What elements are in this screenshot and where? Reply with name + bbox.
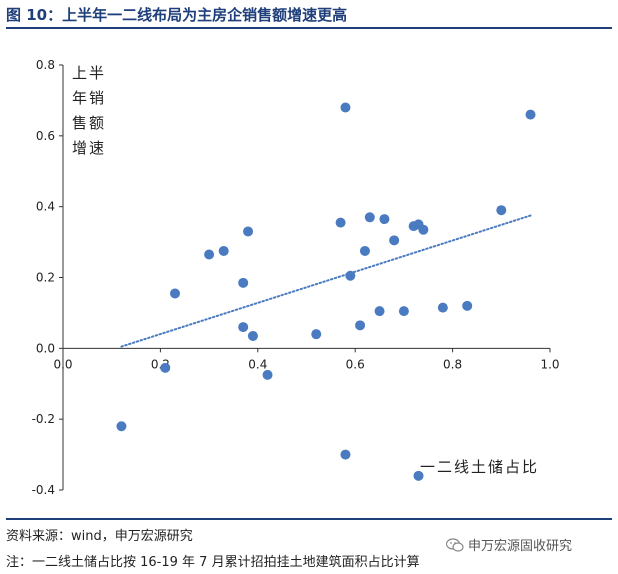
scatter-point <box>398 306 409 317</box>
x-tick-label: 0.8 <box>443 357 462 371</box>
x-tick-label: 0.4 <box>248 357 267 371</box>
axes <box>59 64 551 491</box>
scatter-point <box>238 322 249 333</box>
watermark-text: 申万宏源固收研究 <box>468 539 573 554</box>
y-axis-label-line: 上半 <box>72 64 106 82</box>
scatter-point <box>496 205 507 216</box>
x-tick-label: 1.0 <box>540 357 559 371</box>
x-tick-label: 0.0 <box>53 357 72 371</box>
scatter-point <box>218 245 229 256</box>
source-note: 资料来源：wind，申万宏源研究 <box>6 529 193 544</box>
scatter-point <box>413 470 424 481</box>
y-tick-label: 0.6 <box>36 129 55 143</box>
chart-title: 图 10：上半年一二线布局为主房企销售额增速更高 <box>6 6 348 24</box>
scatter-point <box>170 288 181 299</box>
y-tick-label: 0.0 <box>36 341 55 355</box>
scatter-point <box>335 217 346 228</box>
y-tick-label: -0.4 <box>32 483 55 497</box>
scatter-point <box>340 102 351 113</box>
y-tick-label: 0.8 <box>36 58 55 72</box>
scatter-point <box>374 306 385 317</box>
scatter-point <box>364 212 375 223</box>
scatter-point <box>243 226 254 237</box>
scatter-point <box>437 302 448 313</box>
scatter-point <box>160 362 171 373</box>
footer-divider <box>6 518 612 520</box>
tick-labels: -0.4-0.20.00.20.40.60.80.0 0.2 0.4 0.6 0.8 1.… <box>32 58 560 497</box>
scatter-point <box>345 270 356 281</box>
y-axis-label-line: 年销 <box>72 89 106 107</box>
x-tick-label: 0.6 <box>346 357 365 371</box>
trendline <box>120 214 532 348</box>
y-tick-label: -0.2 <box>32 412 55 426</box>
scatter-point <box>418 224 429 235</box>
scatter-point <box>355 320 366 331</box>
scatter-point <box>311 329 322 340</box>
scatter-point <box>462 300 473 311</box>
scatter-chart: -0.4-0.20.00.20.40.60.80.0 0.2 0.4 0.6 0.8 1.… <box>32 58 560 497</box>
scatter-point <box>525 109 536 120</box>
y-axis-label-line: 增速 <box>72 139 106 157</box>
trendline-group <box>120 214 532 348</box>
points-group <box>116 102 536 481</box>
watermark: 申万宏源固收研究 <box>446 535 572 554</box>
method-note: 注：一二线土储占比按 16-19 年 7 月累计招拍挂土地建筑面积占比计算 <box>6 555 420 570</box>
wechat-icon <box>446 537 464 552</box>
scatter-point <box>389 235 400 246</box>
y-tick-label: 0.2 <box>36 271 55 285</box>
title-divider <box>6 27 612 29</box>
y-axis-label-line: 售额 <box>72 114 106 132</box>
y-tick-label: 0.4 <box>36 200 55 214</box>
scatter-point <box>247 330 258 341</box>
x-axis-label: 一二线土储占比 <box>420 458 539 476</box>
scatter-point <box>238 277 249 288</box>
scatter-point <box>204 249 215 260</box>
scatter-point <box>359 245 370 256</box>
scatter-point <box>379 214 390 225</box>
scatter-point <box>262 369 273 380</box>
scatter-point <box>340 449 351 460</box>
scatter-point <box>116 421 127 432</box>
